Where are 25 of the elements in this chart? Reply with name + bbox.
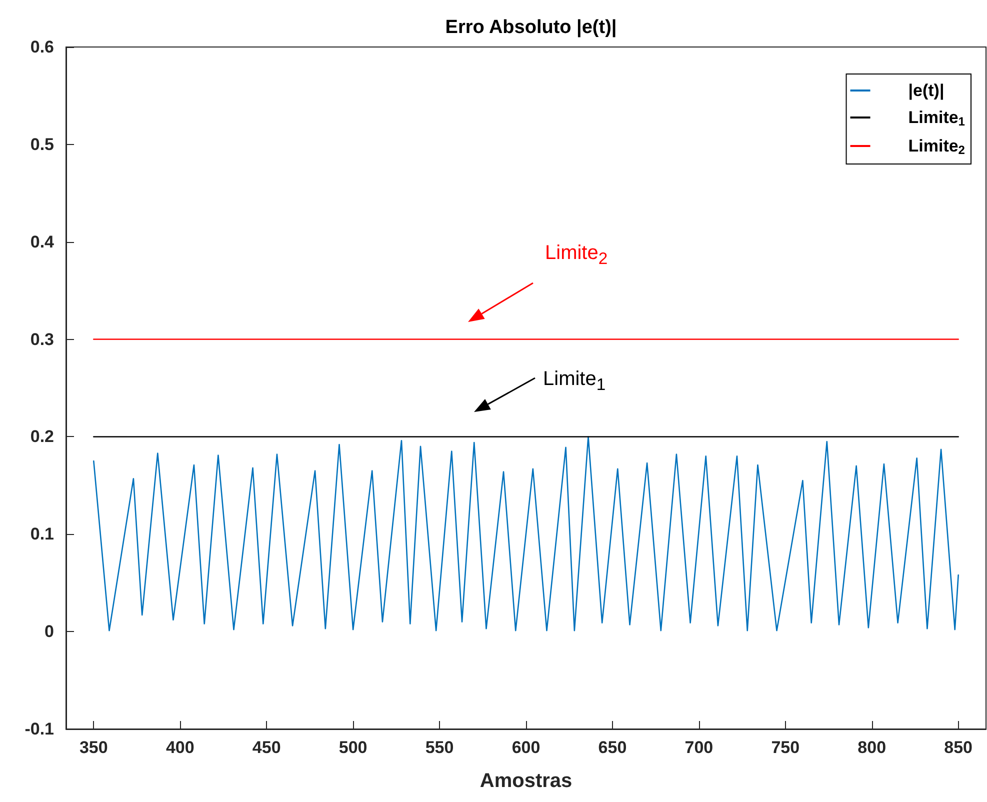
annotation: Limite$_{1}$ [543,368,606,395]
annotation: Limite$_{2}$ [545,242,608,269]
legend-label: |e(t)| [908,81,944,100]
y-tick-label: 0.3 [30,330,54,349]
x-tick-label: 450 [252,738,281,757]
x-tick-label: 500 [338,738,368,757]
y-tick-label: 0.2 [30,427,54,446]
y-tick-label: 0.1 [30,524,54,544]
chart-title: Erro Absoluto |e(t)| [445,17,617,38]
x-axis-title: Amostras [480,770,572,792]
y-tick-label: 0.5 [30,134,54,154]
x-tick-label: 700 [684,738,714,757]
x-tick-label: 650 [598,738,627,757]
x-tick-label: 850 [944,738,973,757]
y-tick-label: 0.4 [30,232,55,252]
x-tick-label: 800 [858,738,886,757]
y-tick-label: 0.6 [30,38,54,56]
y-tick-label: 0 [44,622,54,642]
y-tick-label: -0.1 [24,720,54,738]
x-tick-label: 400 [166,738,194,757]
x-tick-label: 750 [771,738,800,757]
line-series [93,436,959,632]
x-tick-label: 350 [79,738,108,757]
x-tick-label: 600 [512,738,540,757]
x-tick-label: 550 [425,738,454,757]
